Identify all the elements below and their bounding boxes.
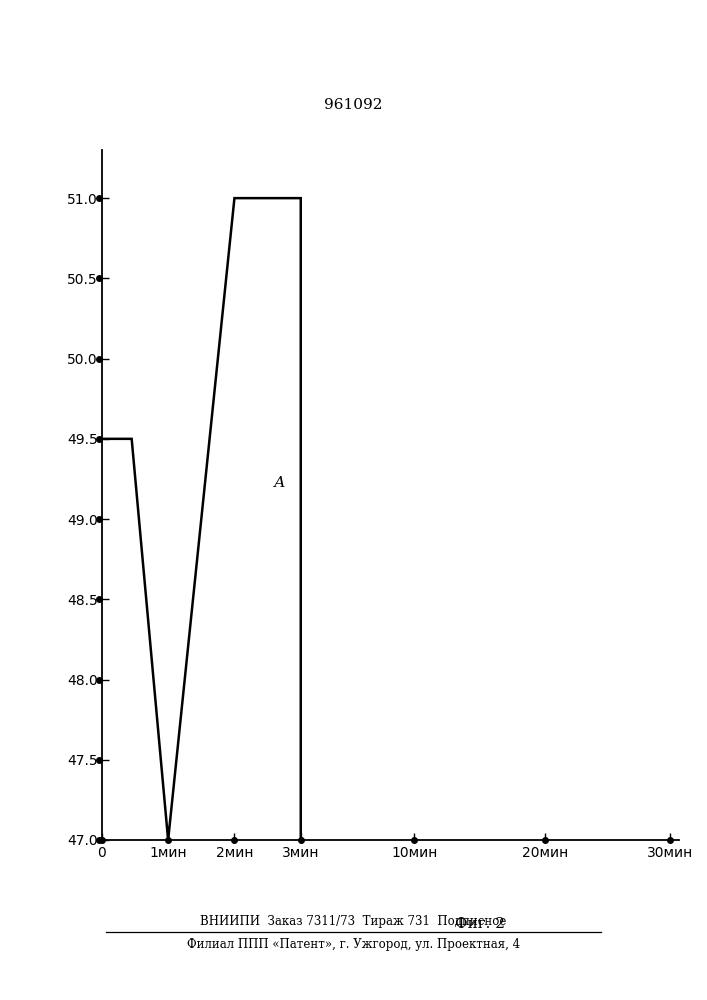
Text: Филиал ППП «Патент», г. Ужгород, ул. Проектная, 4: Филиал ППП «Патент», г. Ужгород, ул. Про… — [187, 938, 520, 951]
Text: А: А — [274, 476, 286, 490]
Text: Фиг. 2: Фиг. 2 — [455, 917, 505, 931]
Text: ВНИИПИ  Заказ 7311/73  Тираж 731  Подписное: ВНИИПИ Заказ 7311/73 Тираж 731 Подписное — [200, 915, 507, 928]
Text: 961092: 961092 — [325, 98, 382, 112]
